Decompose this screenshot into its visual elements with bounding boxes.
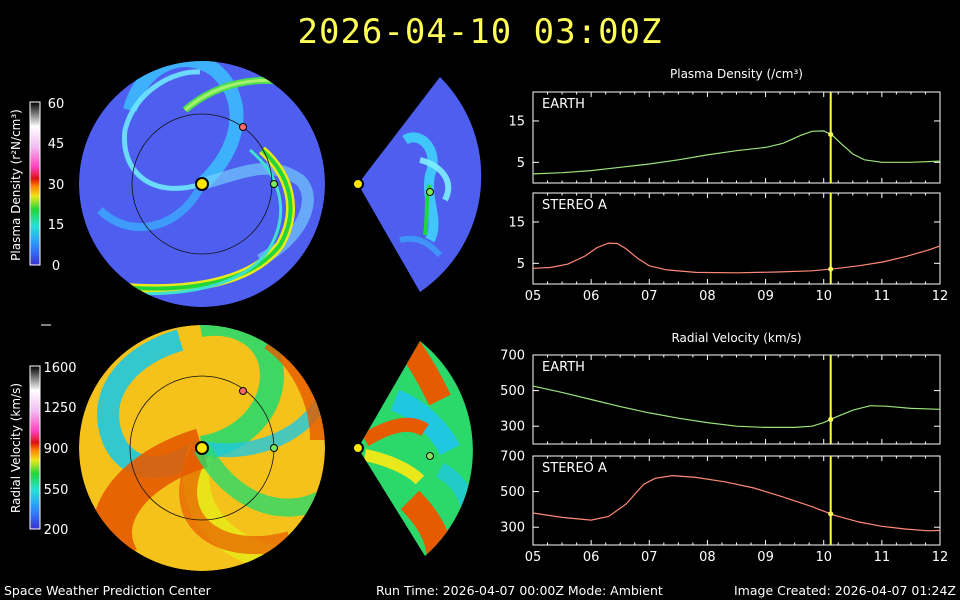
series-line xyxy=(532,130,941,175)
sun-marker xyxy=(195,441,209,455)
x-tick-label: 10 xyxy=(815,289,832,304)
footer-run-info: Run Time: 2026-04-07 00:00Z Mode: Ambien… xyxy=(376,583,663,598)
time-series-panel: STEREO A 300 500 700 05 06 07 08 09 10 11 12 xyxy=(500,450,948,566)
footer-image-created: Image Created: 2026-04-07 01:24Z xyxy=(734,583,956,598)
sun-marker xyxy=(352,178,364,190)
velocity-colorbar-tick: 1600 xyxy=(43,361,76,376)
x-tick-label: 06 xyxy=(583,289,600,304)
x-tick-label: 12 xyxy=(932,289,949,304)
velocity-colorbar-label: Radial Velocity (km/s) xyxy=(9,383,23,513)
velocity-colorbar-tick: 1250 xyxy=(43,401,76,416)
current-value-marker xyxy=(828,511,834,517)
density-colorbar-tick: 45 xyxy=(48,137,65,152)
density-colorbar-bar xyxy=(29,101,41,266)
y-tick-label: 700 xyxy=(500,450,525,465)
chart-title: Plasma Density (/cm³) xyxy=(670,67,803,81)
x-tick-label: 07 xyxy=(641,550,658,565)
x-tick-label: 08 xyxy=(699,289,716,304)
x-tick-label: 07 xyxy=(641,289,658,304)
y-tick-label: 300 xyxy=(500,521,525,536)
x-tick-label: 09 xyxy=(757,289,774,304)
panel-label: STEREO A xyxy=(542,461,607,476)
chart-title: Radial Velocity (km/s) xyxy=(671,331,801,345)
sun-marker xyxy=(195,177,209,191)
earth-marker xyxy=(270,444,278,452)
density-colorbar: Plasma Density (r²N/cm³) 60 45 30 15 0 xyxy=(9,97,64,274)
y-tick-label: 5 xyxy=(517,257,525,272)
earth-marker xyxy=(426,188,434,196)
density-colorbar-tick: 0 xyxy=(52,259,60,274)
velocity-colorbar-tick: 200 xyxy=(44,523,69,538)
x-tick-label: 11 xyxy=(874,289,891,304)
y-tick-label: 15 xyxy=(508,114,525,129)
series-line xyxy=(532,242,941,274)
density-meridional-wedge xyxy=(358,77,482,292)
series-line xyxy=(532,474,941,532)
x-tick-label: 06 xyxy=(583,550,600,565)
x-tick-label: 08 xyxy=(699,550,716,565)
density-colorbar-tick: 15 xyxy=(48,218,65,233)
earth-marker xyxy=(270,180,278,188)
velocity-colorbar-tick: 550 xyxy=(44,483,69,498)
velocity-meridional-wedge xyxy=(358,341,473,556)
x-tick-label: 05 xyxy=(525,289,542,304)
stereo-a-marker xyxy=(239,387,247,395)
y-tick-label: 500 xyxy=(500,485,525,500)
panel-label: EARTH xyxy=(542,360,585,375)
time-series-panel: Plasma Density (/cm³) EARTH 5 15 xyxy=(508,67,941,184)
y-tick-label: 500 xyxy=(500,384,525,399)
x-tick-label: 09 xyxy=(757,550,774,565)
panel-label: STEREO A xyxy=(542,198,607,213)
current-value-marker xyxy=(828,416,834,422)
current-value-marker xyxy=(828,132,834,138)
series-line xyxy=(532,385,941,428)
footer-organization: Space Weather Prediction Center xyxy=(4,583,211,598)
velocity-colorbar: Radial Velocity (km/s) 1600 1250 900 550… xyxy=(9,361,77,538)
x-tick-label: 11 xyxy=(874,550,891,565)
plot-frame xyxy=(532,455,941,546)
velocity-colorbar-bar xyxy=(29,365,41,530)
panel-label: EARTH xyxy=(542,97,585,112)
time-series-panels: Plasma Density (/cm³) EARTH 5 15 STEREO A 5 15… xyxy=(500,67,948,565)
density-colorbar-label: Plasma Density (r²N/cm³) xyxy=(9,109,23,261)
time-series-panel: Radial Velocity (km/s) EARTH 300 500 700 xyxy=(500,331,941,445)
sun-marker xyxy=(352,442,364,454)
y-tick-label: 700 xyxy=(500,349,525,364)
stereo-a-marker xyxy=(239,123,247,131)
y-tick-label: 5 xyxy=(517,156,525,171)
time-series-panel: STEREO A 5 15 05 06 07 08 09 10 11 12 xyxy=(508,192,949,304)
y-tick-label: 15 xyxy=(508,215,525,230)
earth-marker xyxy=(426,452,434,460)
density-colorbar-tick: 60 xyxy=(48,97,65,112)
x-tick-label: 05 xyxy=(525,550,542,565)
x-tick-label: 10 xyxy=(815,550,832,565)
density-colorbar-tick: 30 xyxy=(48,178,65,193)
x-tick-label: 12 xyxy=(932,550,949,565)
current-value-marker xyxy=(828,266,834,272)
y-tick-label: 300 xyxy=(500,420,525,435)
plot-frame xyxy=(532,354,941,445)
plot-frame xyxy=(532,91,941,184)
plot-frame xyxy=(532,192,941,285)
velocity-colorbar-tick: 900 xyxy=(44,442,69,457)
page-title: 2026-04-10 03:00Z xyxy=(297,12,663,52)
